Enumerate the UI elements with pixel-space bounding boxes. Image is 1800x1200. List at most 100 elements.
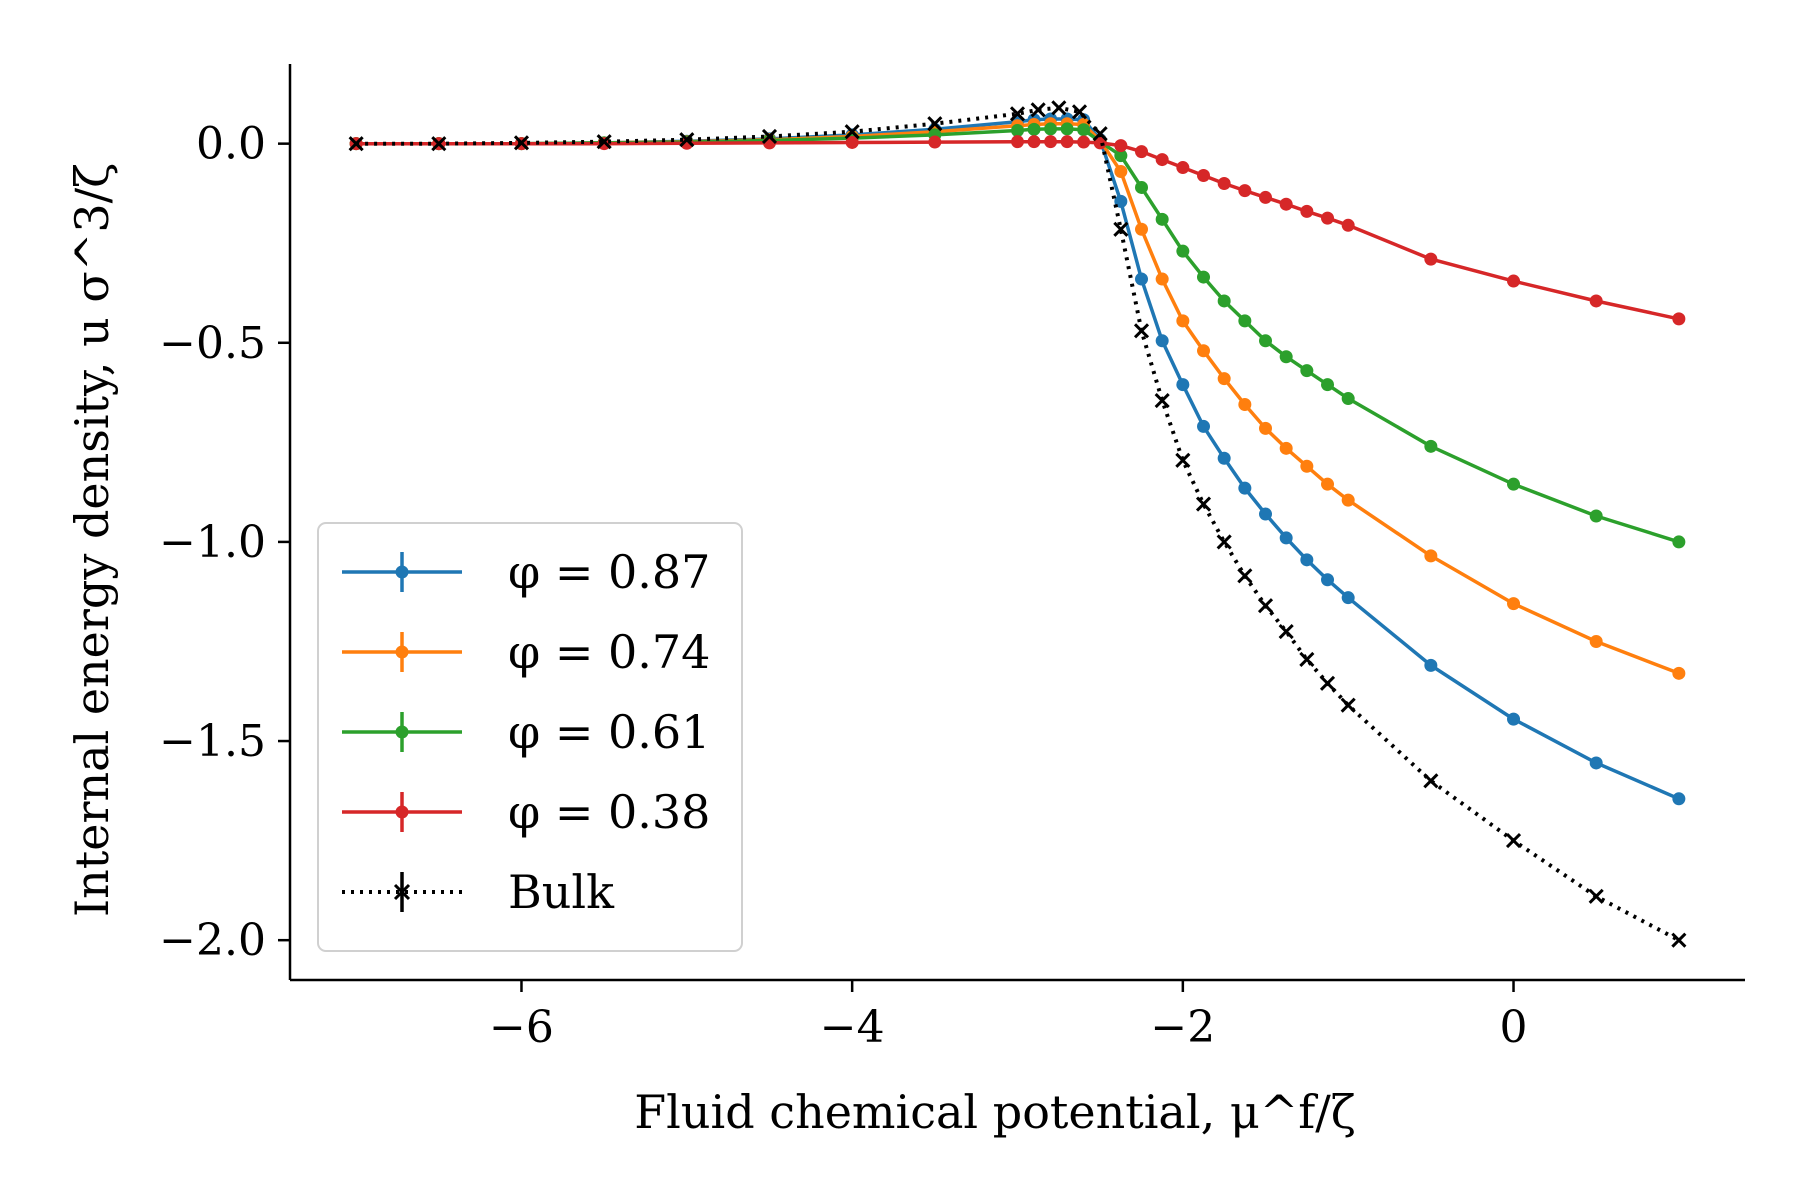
data-point xyxy=(1155,212,1169,226)
data-point xyxy=(431,136,447,152)
data-point xyxy=(1197,419,1211,433)
data-point xyxy=(1027,135,1041,149)
data-point xyxy=(1321,211,1335,225)
data-point xyxy=(596,134,612,150)
legend-label: Bulk xyxy=(508,865,615,919)
legend-label: φ = 0.87 xyxy=(508,545,710,599)
data-point xyxy=(1176,378,1190,392)
series-5 xyxy=(348,100,1687,948)
data-point xyxy=(1279,531,1293,545)
x-tick-label: −2 xyxy=(1150,1002,1215,1053)
data-point xyxy=(1197,344,1211,358)
legend-marker xyxy=(395,725,409,739)
data-point xyxy=(1217,451,1231,465)
data-point xyxy=(1197,169,1211,183)
x-axis-label: Fluid chemical potential, μ^f/ζ xyxy=(634,1085,1355,1139)
data-point xyxy=(1060,122,1074,136)
data-point xyxy=(1077,123,1091,137)
data-point xyxy=(1217,294,1231,308)
legend-item: Bulk xyxy=(342,865,615,919)
data-point xyxy=(1135,272,1149,286)
y-tick-label: −1.5 xyxy=(159,716,266,767)
data-point xyxy=(1155,153,1169,167)
data-point xyxy=(1113,221,1129,237)
legend-item: φ = 0.87 xyxy=(342,545,710,599)
data-point xyxy=(1300,459,1314,473)
data-point xyxy=(1044,122,1058,136)
data-point xyxy=(1071,104,1088,120)
data-point xyxy=(1175,452,1191,468)
data-point xyxy=(1319,675,1336,691)
data-point xyxy=(1009,106,1026,122)
data-point xyxy=(1424,658,1438,672)
data-point xyxy=(1589,634,1603,648)
data-point xyxy=(1278,623,1294,640)
legend-marker xyxy=(395,645,409,659)
data-point xyxy=(1589,294,1603,308)
data-point xyxy=(1507,712,1521,726)
data-point xyxy=(1051,100,1067,116)
data-point xyxy=(1340,697,1356,713)
y-ticks: 0.0 −0.5 −1.0 −1.5 −2.0 xyxy=(159,119,290,966)
data-point xyxy=(1093,136,1107,150)
legend-item: φ = 0.74 xyxy=(342,625,710,679)
data-point xyxy=(1011,124,1024,138)
data-point xyxy=(1197,270,1211,284)
legend-item: φ = 0.61 xyxy=(342,705,710,759)
data-point xyxy=(845,135,859,149)
data-point xyxy=(1279,197,1293,211)
data-point xyxy=(928,135,942,149)
data-point xyxy=(1114,194,1128,208)
data-point xyxy=(1237,568,1253,584)
data-point xyxy=(1321,378,1335,392)
data-point xyxy=(1030,102,1046,118)
data-point xyxy=(1424,439,1438,453)
data-point xyxy=(1257,598,1274,614)
data-point xyxy=(1279,441,1293,455)
data-point xyxy=(1259,334,1273,348)
data-point xyxy=(1011,135,1024,149)
legend-items: φ = 0.87 φ = 0.74 φ = 0.61 φ = 0.38 Bulk xyxy=(342,545,710,919)
data-point xyxy=(1114,149,1128,163)
data-point xyxy=(1341,392,1355,406)
data-point xyxy=(1259,507,1273,521)
data-point xyxy=(1135,222,1149,236)
legend-item: φ = 0.38 xyxy=(342,785,710,839)
data-point xyxy=(1507,597,1521,611)
data-point xyxy=(1299,651,1315,667)
data-point xyxy=(1077,135,1091,149)
data-point xyxy=(844,124,860,140)
data-point xyxy=(1341,218,1355,232)
data-point xyxy=(348,136,364,152)
legend-label: φ = 0.61 xyxy=(508,705,710,759)
y-tick-label: −1.0 xyxy=(159,517,266,568)
data-point xyxy=(1216,534,1232,550)
data-point xyxy=(1279,350,1293,364)
data-point xyxy=(1060,135,1074,149)
y-tick-label: −0.5 xyxy=(159,318,266,369)
legend-marker xyxy=(395,565,409,579)
data-point xyxy=(1341,591,1355,605)
series-layer xyxy=(348,100,1687,948)
legend-label: φ = 0.38 xyxy=(508,785,710,839)
data-point xyxy=(1341,493,1355,507)
y-axis-label: Internal energy density, u σ^3/ζ xyxy=(65,163,119,917)
data-point xyxy=(1300,553,1314,567)
data-point xyxy=(1133,323,1150,339)
y-tick-label: −2.0 xyxy=(159,915,266,966)
data-point xyxy=(1114,139,1128,153)
data-point xyxy=(1238,481,1252,495)
data-point xyxy=(1321,573,1335,587)
data-point xyxy=(1321,477,1335,491)
data-point xyxy=(1259,190,1273,204)
data-point xyxy=(1195,496,1212,512)
data-point xyxy=(1155,272,1169,286)
data-point xyxy=(1672,666,1686,680)
data-point xyxy=(1259,421,1273,435)
legend: φ = 0.87 φ = 0.74 φ = 0.61 φ = 0.38 Bulk xyxy=(317,522,743,952)
x-ticks: −6 −4 −2 0 xyxy=(489,980,1528,1053)
data-point xyxy=(1424,549,1438,563)
data-point xyxy=(1027,122,1041,136)
data-point xyxy=(1176,244,1190,258)
data-point xyxy=(1217,176,1231,190)
